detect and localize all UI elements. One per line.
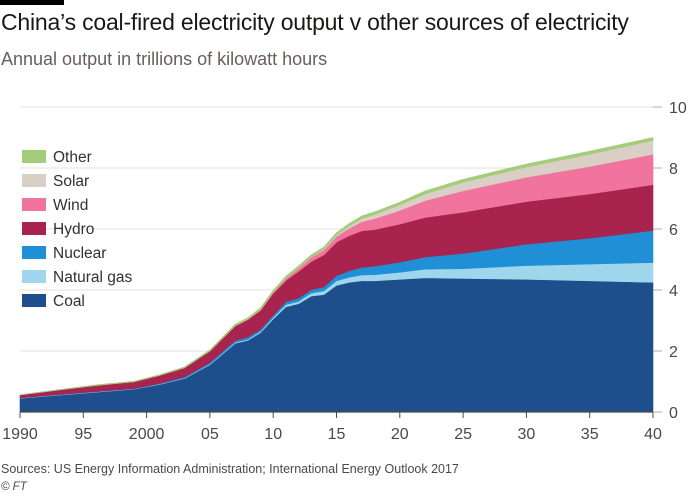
- x-tick-label: 1990: [2, 426, 38, 443]
- x-tick-label: 30: [518, 426, 536, 443]
- area-coal: [19, 277, 654, 413]
- legend-swatch: [22, 294, 46, 307]
- x-tick-label: 15: [328, 426, 346, 443]
- x-tick-label: 95: [74, 426, 92, 443]
- x-tick-label: 10: [264, 426, 282, 443]
- y-tick-label: 4: [669, 283, 678, 300]
- legend-swatch: [22, 270, 46, 283]
- legend-swatch: [22, 174, 46, 187]
- y-tick-label: 2: [669, 344, 678, 361]
- x-tick-label: 20: [391, 426, 409, 443]
- legend-swatch: [22, 246, 46, 259]
- legend-label: Hydro: [53, 221, 94, 238]
- axes: 1990 95 2000 05 10 15 20 25 30 35 40 0 2 4 6 8 10: [2, 100, 687, 443]
- x-tick-label: 05: [201, 426, 219, 443]
- legend-swatch: [22, 198, 46, 211]
- legend-swatch: [22, 150, 46, 163]
- legend-label: Solar: [53, 173, 89, 190]
- legend-label: Other: [53, 149, 92, 166]
- legend: Other Solar Wind Hydro Nuclear Natural gas Coa…: [22, 149, 133, 310]
- y-tick-label: 10: [669, 100, 687, 117]
- legend-label: Wind: [53, 197, 88, 214]
- legend-swatch: [22, 222, 46, 235]
- x-tick-label: 35: [581, 426, 599, 443]
- series-areas: [19, 137, 654, 413]
- x-tick-label: 2000: [129, 426, 165, 443]
- x-tick-label: 40: [644, 426, 662, 443]
- copyright-credit: © FT: [1, 481, 27, 493]
- legend-label: Nuclear: [53, 245, 106, 262]
- x-tick-label: 25: [454, 426, 472, 443]
- brand-accent-bar: [0, 0, 64, 5]
- legend-label: Coal: [53, 293, 85, 310]
- y-tick-label: 0: [669, 405, 678, 422]
- source-note: Sources: US Energy Information Administr…: [1, 462, 459, 476]
- y-tick-label: 6: [669, 222, 678, 239]
- stacked-area-chart: 1990 95 2000 05 10 15 20 25 30 35 40 0 2 4 6 8 10 Other S…: [2, 100, 687, 443]
- chart-title: China’s coal-fired electricity output v …: [1, 9, 629, 35]
- legend-label: Natural gas: [53, 269, 133, 286]
- y-tick-label: 8: [669, 161, 678, 178]
- chart-subtitle: Annual output in trillions of kilowatt h…: [1, 49, 328, 69]
- area-other: [19, 137, 654, 396]
